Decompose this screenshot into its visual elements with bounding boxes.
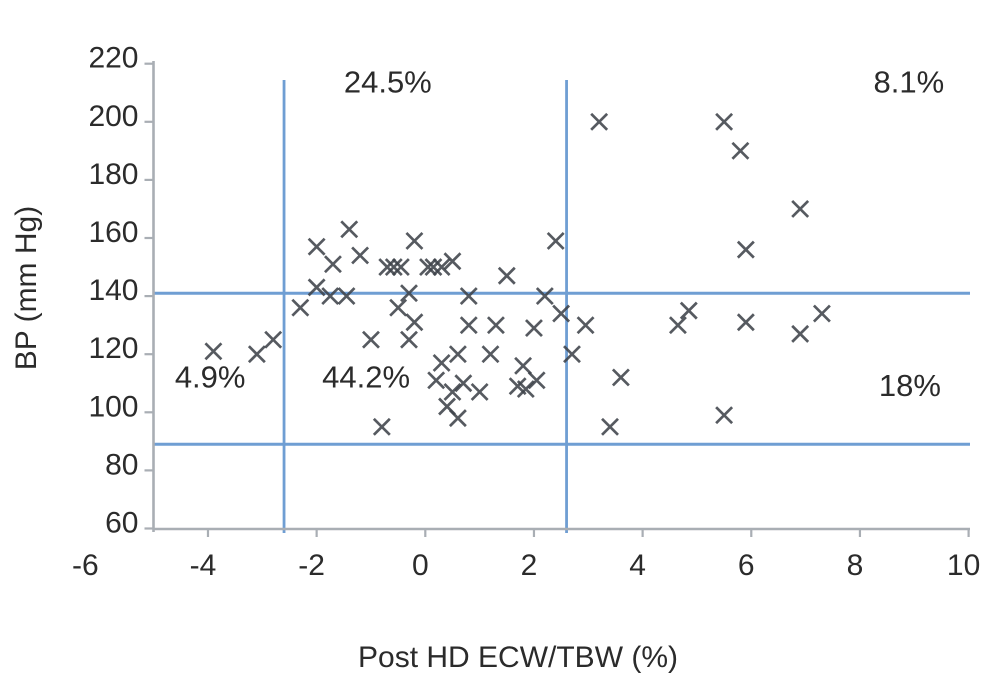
y-tick-label: 120 (88, 332, 138, 365)
data-point-marker (576, 316, 595, 335)
x-tick-label: 0 (412, 549, 429, 582)
data-point-marker (516, 380, 535, 399)
quadrant-label: 24.5% (344, 65, 432, 100)
data-point-marker (546, 231, 565, 250)
data-point-marker (400, 330, 418, 349)
data-point-marker (481, 345, 500, 364)
data-point-marker (590, 112, 609, 131)
data-point-marker (601, 417, 619, 436)
data-point-marker (337, 287, 356, 306)
data-point-marker (351, 246, 370, 265)
data-point-marker (486, 316, 505, 335)
data-point-marker (432, 353, 451, 372)
data-point-marker (389, 298, 408, 317)
y-tick-label: 100 (88, 390, 138, 423)
data-point-marker (470, 383, 489, 401)
y-tick-label: 60 (105, 507, 138, 540)
data-point-marker (563, 345, 581, 364)
data-point-marker (204, 342, 223, 361)
y-tick-label: 200 (88, 100, 138, 133)
x-tick-label: 4 (629, 549, 646, 582)
data-point-marker (391, 258, 410, 277)
data-point-marker (405, 313, 424, 332)
data-point-marker (527, 371, 546, 390)
data-point-marker (731, 141, 750, 160)
data-point-marker (264, 330, 283, 349)
data-point-marker (291, 298, 310, 317)
data-point-marker (362, 330, 380, 349)
axes (152, 61, 970, 532)
data-point-marker (448, 345, 467, 364)
data-point-marker (535, 287, 554, 306)
y-tick-label: 160 (88, 216, 138, 249)
data-point-marker (459, 316, 478, 335)
data-point-marker (321, 287, 340, 306)
x-tick-label: -6 (72, 549, 99, 582)
data-point-marker (812, 304, 831, 323)
data-point-marker (459, 287, 478, 306)
data-point-marker (400, 284, 418, 303)
quadrant-label: 4.9% (175, 359, 246, 394)
data-point-marker (514, 356, 533, 375)
data-point-marker (323, 255, 342, 274)
y-tick-label: 220 (88, 42, 138, 75)
x-tick-label: 2 (521, 549, 538, 582)
data-point-marker (384, 258, 403, 277)
quadrant-label: 44.2% (322, 359, 410, 394)
quadrant-percentages: 24.5% 8.1% 4.9% 44.2% 18% (175, 65, 944, 404)
data-point-marker (443, 383, 462, 401)
y-tick-label: 180 (88, 158, 138, 191)
x-axis-title: Post HD ECW/TBW (%) (358, 641, 678, 674)
data-point-marker (525, 319, 543, 338)
data-point-marker (307, 237, 326, 256)
quadrant-label: 8.1% (874, 65, 945, 100)
data-point-marker (405, 231, 424, 250)
data-point-marker (736, 240, 755, 259)
data-point-marker (372, 417, 391, 436)
x-tick-label: 6 (738, 549, 755, 582)
quadrant-label: 18% (879, 368, 941, 403)
data-point-marker (668, 316, 687, 335)
data-point-marker (679, 301, 698, 320)
data-point-marker (443, 252, 462, 271)
y-tick-label: 80 (105, 448, 138, 481)
data-point-marker (552, 304, 571, 323)
data-point-marker (419, 258, 437, 277)
x-tick-label: -2 (298, 549, 325, 582)
x-tick-label: 8 (847, 549, 864, 582)
data-point-marker (340, 220, 359, 239)
data-point-marker (611, 368, 630, 387)
data-point-marker (424, 258, 443, 277)
data-point-marker (715, 406, 734, 425)
data-points (204, 112, 831, 436)
data-point-marker (715, 112, 734, 131)
data-point-marker (736, 313, 755, 332)
data-point-marker (247, 345, 266, 364)
data-point-marker (378, 258, 397, 277)
data-point-marker (454, 374, 473, 393)
data-point-marker (427, 371, 446, 390)
x-tick-label: -4 (190, 549, 217, 582)
axis-ticks: 60 80 100 120 140 160 180 200 220 -6 -4 -2 0 2 4 6 8 10 (72, 42, 980, 582)
data-point-marker (791, 324, 810, 343)
data-point-marker (432, 258, 451, 277)
data-point-marker (497, 266, 516, 285)
x-tick-label: 10 (947, 549, 980, 582)
data-point-marker (791, 199, 810, 218)
data-point-marker (307, 278, 326, 297)
y-tick-label: 140 (88, 274, 138, 307)
reference-lines (153, 80, 970, 533)
data-point-marker (448, 409, 467, 428)
